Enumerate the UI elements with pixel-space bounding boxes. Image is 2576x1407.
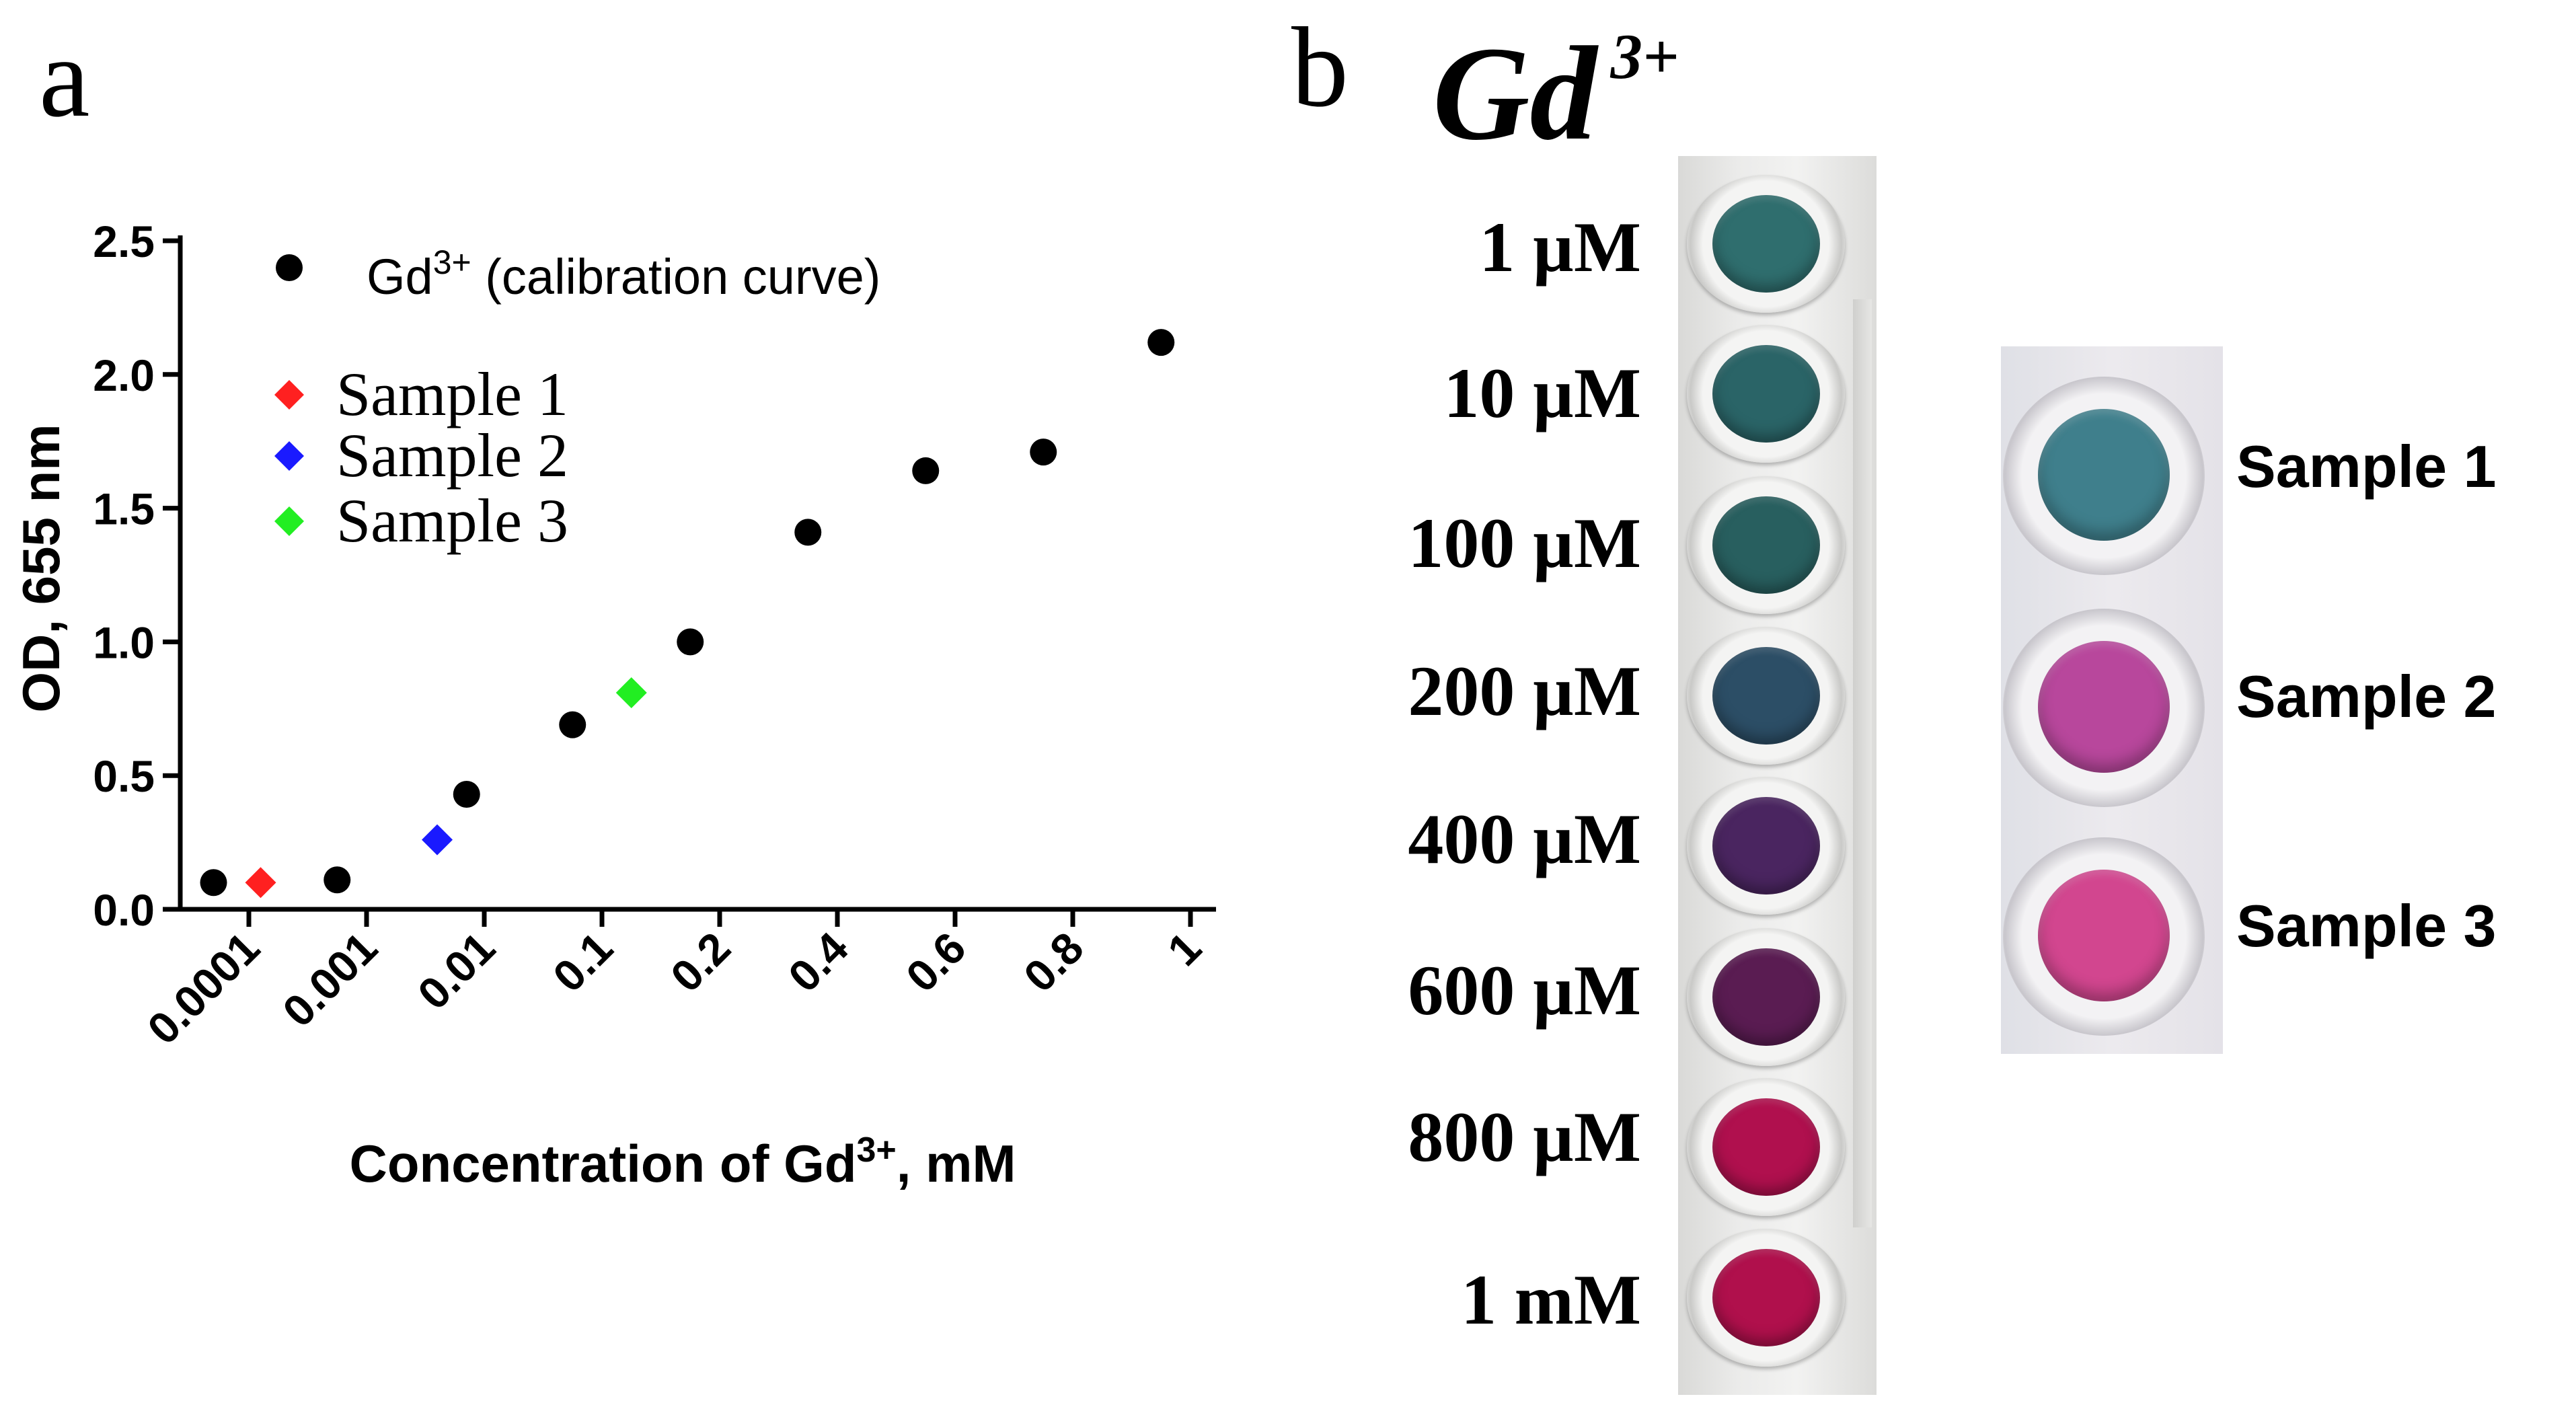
well (1687, 928, 1845, 1066)
well (1687, 777, 1845, 915)
y-tick-label: 1.0 (93, 617, 155, 667)
well (1687, 175, 1845, 313)
legend-calibration-main: Gd (367, 249, 433, 305)
x-axis-title-main: Concentration of Gd (350, 1134, 857, 1193)
chart-legend: Gd3+ (calibration curve) Sample 1 Sample… (274, 243, 880, 555)
well (1687, 1229, 1845, 1367)
well (1687, 476, 1845, 614)
calibration-point (559, 711, 586, 738)
sample-well (2003, 377, 2205, 575)
sample-well (2003, 609, 2205, 807)
x-axis-title: Concentration of Gd3+, mM (350, 1131, 1016, 1193)
x-axis-title-sup: 3+ (856, 1131, 896, 1170)
calibration-chart: 0.0 0.5 1.0 1.5 2.0 2.5 0.0001 0.001 0.01 0.1 0.2… (11, 217, 1216, 1193)
well (1687, 627, 1845, 765)
sample-point-2 (422, 824, 453, 855)
panel-b-label: b (1291, 4, 1349, 130)
calibration-point (1147, 329, 1175, 356)
sample-label: Sample 1 (2236, 433, 2497, 500)
calibration-point (324, 866, 351, 894)
concentration-label: 10 µM (1443, 354, 1641, 432)
legend-marker-sample-2 (274, 441, 304, 471)
panel-a-label: a (39, 14, 90, 141)
x-tick-label: 0.01 (408, 923, 504, 1019)
calibration-point (677, 628, 704, 656)
data-points (200, 329, 1175, 899)
legend-marker-sample-3 (274, 506, 304, 536)
x-tick-label: 0.001 (273, 923, 387, 1036)
legend-label-sample-1: Sample 1 (336, 360, 568, 428)
well-liquid (1712, 345, 1820, 443)
sample-well-liquid (2038, 641, 2170, 773)
x-axis-title-tail: , mM (897, 1134, 1016, 1193)
x-tick-label: 0.0001 (138, 923, 269, 1054)
well-liquid (1712, 797, 1820, 895)
sample-label: Sample 2 (2236, 663, 2497, 730)
calibration-point (200, 869, 227, 897)
concentration-label: 200 µM (1408, 652, 1641, 730)
panel-b-title-main: Gd (1433, 20, 1597, 168)
well (1687, 325, 1845, 463)
well-liquid (1712, 948, 1820, 1046)
y-axis-title: OD, 655 nm (11, 424, 71, 712)
y-tick-label: 0.5 (93, 751, 155, 801)
x-tick-label: 0.2 (661, 923, 740, 1001)
y-tick-label: 2.0 (93, 350, 155, 400)
legend-label-sample-3: Sample 3 (336, 486, 568, 555)
sample-label: Sample 3 (2236, 892, 2497, 959)
well-liquid (1712, 647, 1820, 745)
x-ticks: 0.0001 0.001 0.01 0.1 0.2 0.4 0.6 0.8 1 (138, 909, 1211, 1054)
x-tick-label: 0.4 (779, 922, 858, 1001)
x-tick-label: 1 (1158, 923, 1211, 975)
panel-b-title: Gd 3+ (1433, 25, 1679, 161)
calibration-point (912, 457, 940, 484)
legend-calibration-sup: 3+ (433, 243, 471, 281)
well (1687, 1078, 1845, 1216)
y-tick-label: 0.0 (93, 885, 155, 935)
well-liquid (1712, 195, 1820, 293)
y-ticks: 0.0 0.5 1.0 1.5 2.0 2.5 (93, 217, 180, 935)
x-tick-label: 0.1 (543, 923, 622, 1001)
panel-b-title-sup: 3+ (1610, 21, 1679, 92)
sample-well (2003, 837, 2205, 1036)
legend-marker-sample-1 (274, 380, 304, 410)
well-liquid (1712, 496, 1820, 594)
legend-label-sample-2: Sample 2 (336, 421, 568, 490)
calibration-point (794, 519, 822, 546)
concentration-label: 1 mM (1461, 1260, 1641, 1339)
legend-label-calibration: Gd3+ (calibration curve) (367, 243, 880, 305)
well-liquid (1712, 1249, 1820, 1346)
well-liquid (1712, 1098, 1820, 1196)
calibration-point (1030, 439, 1057, 466)
well-plate-edge (1853, 299, 1872, 1227)
concentration-label: 800 µM (1408, 1098, 1641, 1176)
legend-marker-calibration (276, 254, 303, 281)
calibration-point (453, 781, 480, 808)
x-tick-label: 0.6 (897, 923, 975, 1001)
legend-calibration-tail: (calibration curve) (471, 249, 881, 305)
concentration-label: 1 µM (1479, 208, 1641, 287)
sample-well-liquid (2038, 870, 2170, 1001)
concentration-label: 600 µM (1408, 951, 1641, 1030)
y-tick-label: 1.5 (93, 484, 155, 534)
y-tick-label: 2.5 (93, 217, 155, 266)
sample-point-1 (245, 867, 276, 899)
chart-axes (178, 235, 1216, 912)
concentration-label: 400 µM (1408, 800, 1641, 878)
concentration-label: 100 µM (1408, 504, 1641, 582)
sample-well-liquid (2038, 409, 2170, 541)
sample-point-3 (615, 677, 647, 708)
x-tick-label: 0.8 (1014, 923, 1093, 1001)
